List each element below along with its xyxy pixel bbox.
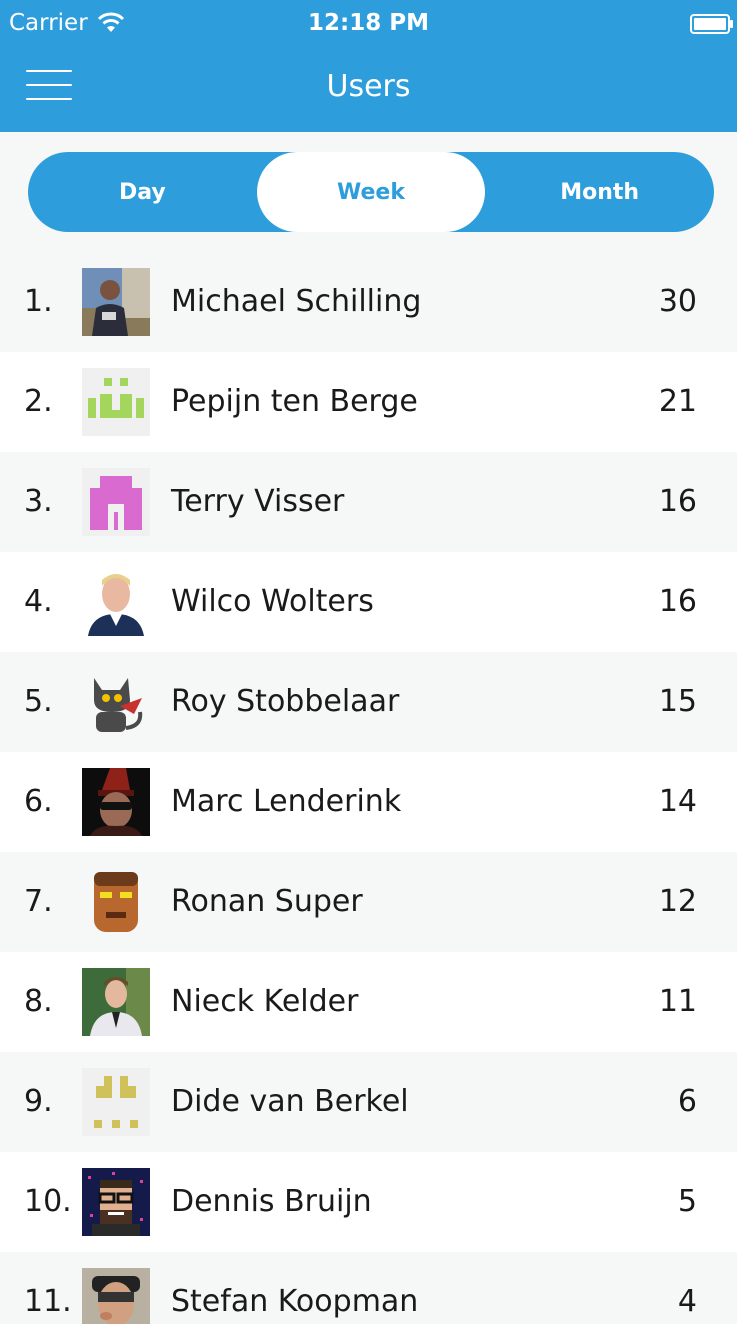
user-score: 12 — [658, 884, 697, 919]
user-score: 6 — [677, 1084, 697, 1119]
list-item[interactable]: 10. Dennis Br — [0, 1152, 737, 1252]
user-score: 4 — [677, 1284, 697, 1319]
user-name: Ronan Super — [171, 884, 363, 919]
user-score: 30 — [658, 284, 697, 319]
page-title: Users — [326, 69, 411, 104]
user-name: Pepijn ten Berge — [171, 384, 418, 419]
user-score: 11 — [658, 984, 697, 1019]
list-item[interactable]: 2. Pepijn ten Berge 21 — [0, 352, 737, 452]
rank-label: 9. — [24, 1084, 53, 1119]
avatar — [82, 1068, 150, 1136]
list-item[interactable]: 1. Michael Schilling 30 — [0, 252, 737, 352]
rank-label: 10. — [24, 1184, 72, 1219]
avatar — [82, 568, 150, 636]
hamburger-menu-icon[interactable] — [26, 68, 74, 104]
carrier-label: Carrier — [9, 10, 88, 36]
avatar — [82, 268, 150, 336]
list-item[interactable]: 7. Ronan Super 12 — [0, 852, 737, 952]
avatar — [82, 1268, 150, 1324]
user-name: Roy Stobbelaar — [171, 684, 400, 719]
user-score: 16 — [658, 584, 697, 619]
rank-label: 2. — [24, 384, 53, 419]
status-time: 12:18 PM — [308, 10, 429, 36]
rank-label: 6. — [24, 784, 53, 819]
carrier-indicator: Carrier — [9, 10, 126, 36]
avatar — [82, 968, 150, 1036]
period-selector-area: Day Week Month — [0, 132, 737, 252]
list-item[interactable]: 6. Marc Lenderink 14 — [0, 752, 737, 852]
list-item[interactable]: 9. Dide van Berkel 6 — [0, 1052, 737, 1152]
list-item[interactable]: 8. Nieck Kelder 11 — [0, 952, 737, 1052]
user-name: Terry Visser — [171, 484, 345, 519]
header: Carrier 12:18 PM — [0, 0, 737, 132]
leaderboard-list: 1. Michael Schilling 30 2. — [0, 252, 737, 1324]
navigation-bar: Users — [0, 48, 737, 132]
battery-icon — [690, 14, 734, 34]
avatar — [82, 668, 150, 736]
user-name: Dennis Bruijn — [171, 1184, 372, 1219]
segment-day[interactable]: Day — [118, 179, 166, 205]
avatar — [82, 468, 150, 536]
avatar — [82, 368, 150, 436]
rank-label: 3. — [24, 484, 53, 519]
user-score: 21 — [658, 384, 697, 419]
user-score: 16 — [658, 484, 697, 519]
user-name: Michael Schilling — [171, 284, 422, 319]
avatar — [82, 868, 150, 936]
segment-month[interactable]: Month — [560, 179, 640, 205]
status-bar: Carrier 12:18 PM — [0, 0, 737, 48]
avatar — [82, 1168, 150, 1236]
user-name: Nieck Kelder — [171, 984, 359, 1019]
list-item[interactable]: 4. Wilco Wolters 16 — [0, 552, 737, 652]
rank-label: 1. — [24, 284, 53, 319]
user-score: 15 — [658, 684, 697, 719]
list-item[interactable]: 3. Terry Visser 16 — [0, 452, 737, 552]
user-name: Marc Lenderink — [171, 784, 402, 819]
user-name: Stefan Koopman — [171, 1284, 419, 1319]
user-name: Wilco Wolters — [171, 584, 374, 619]
segment-week[interactable]: Week — [256, 152, 486, 232]
user-name: Dide van Berkel — [171, 1084, 409, 1119]
rank-label: 5. — [24, 684, 53, 719]
user-score: 5 — [677, 1184, 697, 1219]
list-item[interactable]: 5. Roy Stobbelaar 15 — [0, 652, 737, 752]
rank-label: 11. — [24, 1284, 72, 1319]
period-segmented-control: Day Week Month — [28, 152, 714, 232]
user-score: 14 — [658, 784, 697, 819]
list-item[interactable]: 11. Stefan Koopman 4 — [0, 1252, 737, 1324]
rank-label: 7. — [24, 884, 53, 919]
avatar — [82, 768, 150, 836]
wifi-icon — [96, 12, 126, 34]
rank-label: 4. — [24, 584, 53, 619]
rank-label: 8. — [24, 984, 53, 1019]
